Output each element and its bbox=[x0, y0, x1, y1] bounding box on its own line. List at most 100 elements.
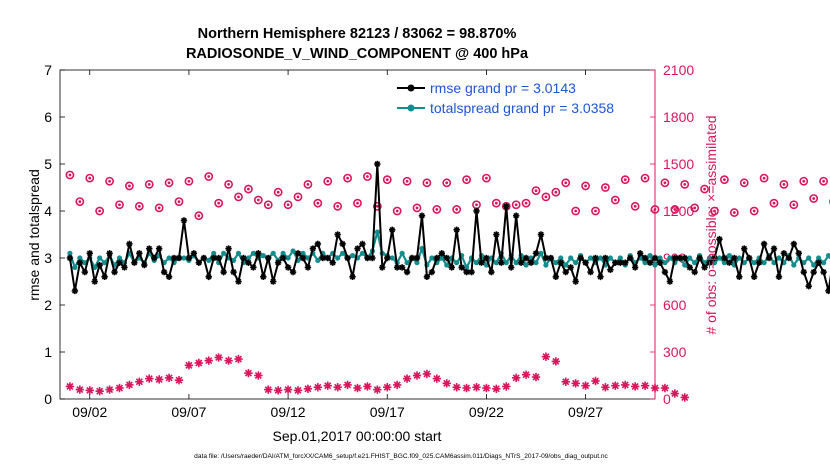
obs-assimilated-point bbox=[423, 370, 431, 378]
rmse-point-core bbox=[812, 270, 816, 274]
rmse-point-core bbox=[678, 256, 682, 260]
rmse-point bbox=[637, 250, 643, 256]
obs-possible-point-center bbox=[188, 180, 191, 183]
rmse-point bbox=[250, 264, 256, 270]
totalspread-point bbox=[543, 262, 548, 267]
rmse-point-core bbox=[490, 270, 494, 274]
obs-assimilated-point-core bbox=[286, 387, 291, 392]
obs-possible-point-center bbox=[554, 191, 557, 194]
obs-assimilated-point bbox=[681, 393, 689, 401]
rmse-point-core bbox=[450, 266, 454, 270]
legend-rmse-label: rmse grand pr = 3.0143 bbox=[430, 80, 576, 96]
obs-possible-point-center bbox=[78, 200, 81, 203]
rmse-point-core bbox=[633, 266, 637, 270]
obs-possible-point-center bbox=[584, 185, 587, 188]
rmse-point bbox=[186, 255, 192, 261]
rmse-point bbox=[691, 269, 697, 275]
obs-possible-point-center bbox=[802, 180, 805, 183]
obs-assimilated-point-core bbox=[206, 358, 211, 363]
obs-possible-point-center bbox=[128, 185, 131, 188]
rmse-point-core bbox=[103, 275, 107, 279]
obs-possible-point-center bbox=[168, 181, 171, 184]
rmse-point-core bbox=[217, 256, 221, 260]
rmse-point-core bbox=[584, 261, 588, 265]
rmse-point bbox=[206, 274, 212, 280]
obs-assimilated-point-core bbox=[246, 371, 251, 376]
obs-assimilated-point-core bbox=[177, 378, 182, 383]
rmse-point-core bbox=[182, 219, 186, 223]
rmse-point bbox=[468, 269, 474, 275]
rmse-point bbox=[116, 260, 122, 266]
obs-assimilated-point bbox=[611, 381, 619, 389]
rmse-point bbox=[726, 260, 732, 266]
obs-assimilated-point bbox=[502, 382, 510, 390]
rmse-point-core bbox=[623, 261, 627, 265]
obs-possible-point-center bbox=[773, 202, 776, 205]
rmse-point bbox=[330, 260, 336, 266]
obs-possible-point-center bbox=[604, 186, 607, 189]
rmse-point-core bbox=[747, 256, 751, 260]
rmse-point bbox=[662, 269, 668, 275]
obs-assimilated-point-core bbox=[653, 386, 658, 391]
obs-possible-point-center bbox=[287, 203, 290, 206]
rmse-point-core bbox=[822, 270, 826, 274]
obs-possible-point-center bbox=[792, 203, 795, 206]
rmse-point-core bbox=[638, 252, 642, 256]
obs-assimilated-point bbox=[532, 373, 540, 381]
rmse-point-core bbox=[301, 256, 305, 260]
rmse-point-core bbox=[351, 275, 355, 279]
obs-assimilated-point-core bbox=[623, 383, 628, 388]
obs-possible-point-center bbox=[723, 178, 726, 181]
rmse-point-core bbox=[514, 214, 518, 218]
rmse-point bbox=[349, 274, 355, 280]
x-tick-label: 09/07 bbox=[171, 404, 206, 420]
rmse-point-core bbox=[73, 289, 77, 293]
rmse-point bbox=[334, 231, 340, 237]
rmse-point-core bbox=[202, 256, 206, 260]
y-right-tick-label: 1500 bbox=[663, 156, 694, 172]
rmse-point-core bbox=[728, 261, 732, 265]
obs-assimilated-point bbox=[443, 379, 451, 387]
rmse-point bbox=[776, 274, 782, 280]
obs-possible-point-center bbox=[664, 181, 667, 184]
obs-assimilated-point-core bbox=[325, 383, 330, 388]
rmse-point-core bbox=[108, 252, 112, 256]
y-left-tick-label: 1 bbox=[44, 344, 52, 360]
obs-possible-point-center bbox=[366, 175, 369, 178]
obs-possible-point-center bbox=[733, 211, 736, 214]
obs-assimilated-point-core bbox=[573, 381, 578, 386]
obs-assimilated-point-core bbox=[306, 387, 311, 392]
rmse-point bbox=[582, 260, 588, 266]
rmse-point-core bbox=[599, 275, 603, 279]
obs-possible-point-center bbox=[217, 202, 220, 205]
rmse-point-core bbox=[683, 256, 687, 260]
obs-assimilated-point bbox=[333, 383, 341, 391]
obs-assimilated-point bbox=[254, 371, 262, 379]
obs-assimilated-point-core bbox=[316, 385, 321, 390]
rmse-point bbox=[587, 269, 593, 275]
rmse-point bbox=[731, 255, 737, 261]
rmse-point-core bbox=[445, 256, 449, 260]
rmse-point-core bbox=[83, 270, 87, 274]
obs-assimilated-point-core bbox=[78, 387, 83, 392]
obs-possible-point-center bbox=[465, 178, 468, 181]
rmse-point-core bbox=[311, 247, 315, 251]
rmse-point-core bbox=[619, 261, 623, 265]
rmse-point bbox=[488, 269, 494, 275]
obs-assimilated-point-core bbox=[236, 357, 241, 362]
rmse-point-core bbox=[212, 256, 216, 260]
rmse-point bbox=[92, 278, 98, 284]
obs-assimilated-point-core bbox=[226, 358, 231, 363]
rmse-point bbox=[255, 250, 261, 256]
rmse-point bbox=[493, 231, 499, 237]
obs-possible-point-center bbox=[346, 177, 349, 180]
obs-possible-point-center bbox=[297, 196, 300, 199]
obs-assimilated-point-core bbox=[504, 384, 509, 389]
totalspread-point bbox=[375, 230, 380, 235]
obs-assimilated-point-core bbox=[365, 384, 370, 389]
obs-possible-point-center bbox=[406, 180, 409, 183]
rmse-point bbox=[498, 260, 504, 266]
rmse-point-core bbox=[227, 247, 231, 251]
y-axis-right-label: # of obs: o=possible; ×=assimilated bbox=[703, 115, 719, 334]
rmse-point bbox=[741, 245, 747, 251]
